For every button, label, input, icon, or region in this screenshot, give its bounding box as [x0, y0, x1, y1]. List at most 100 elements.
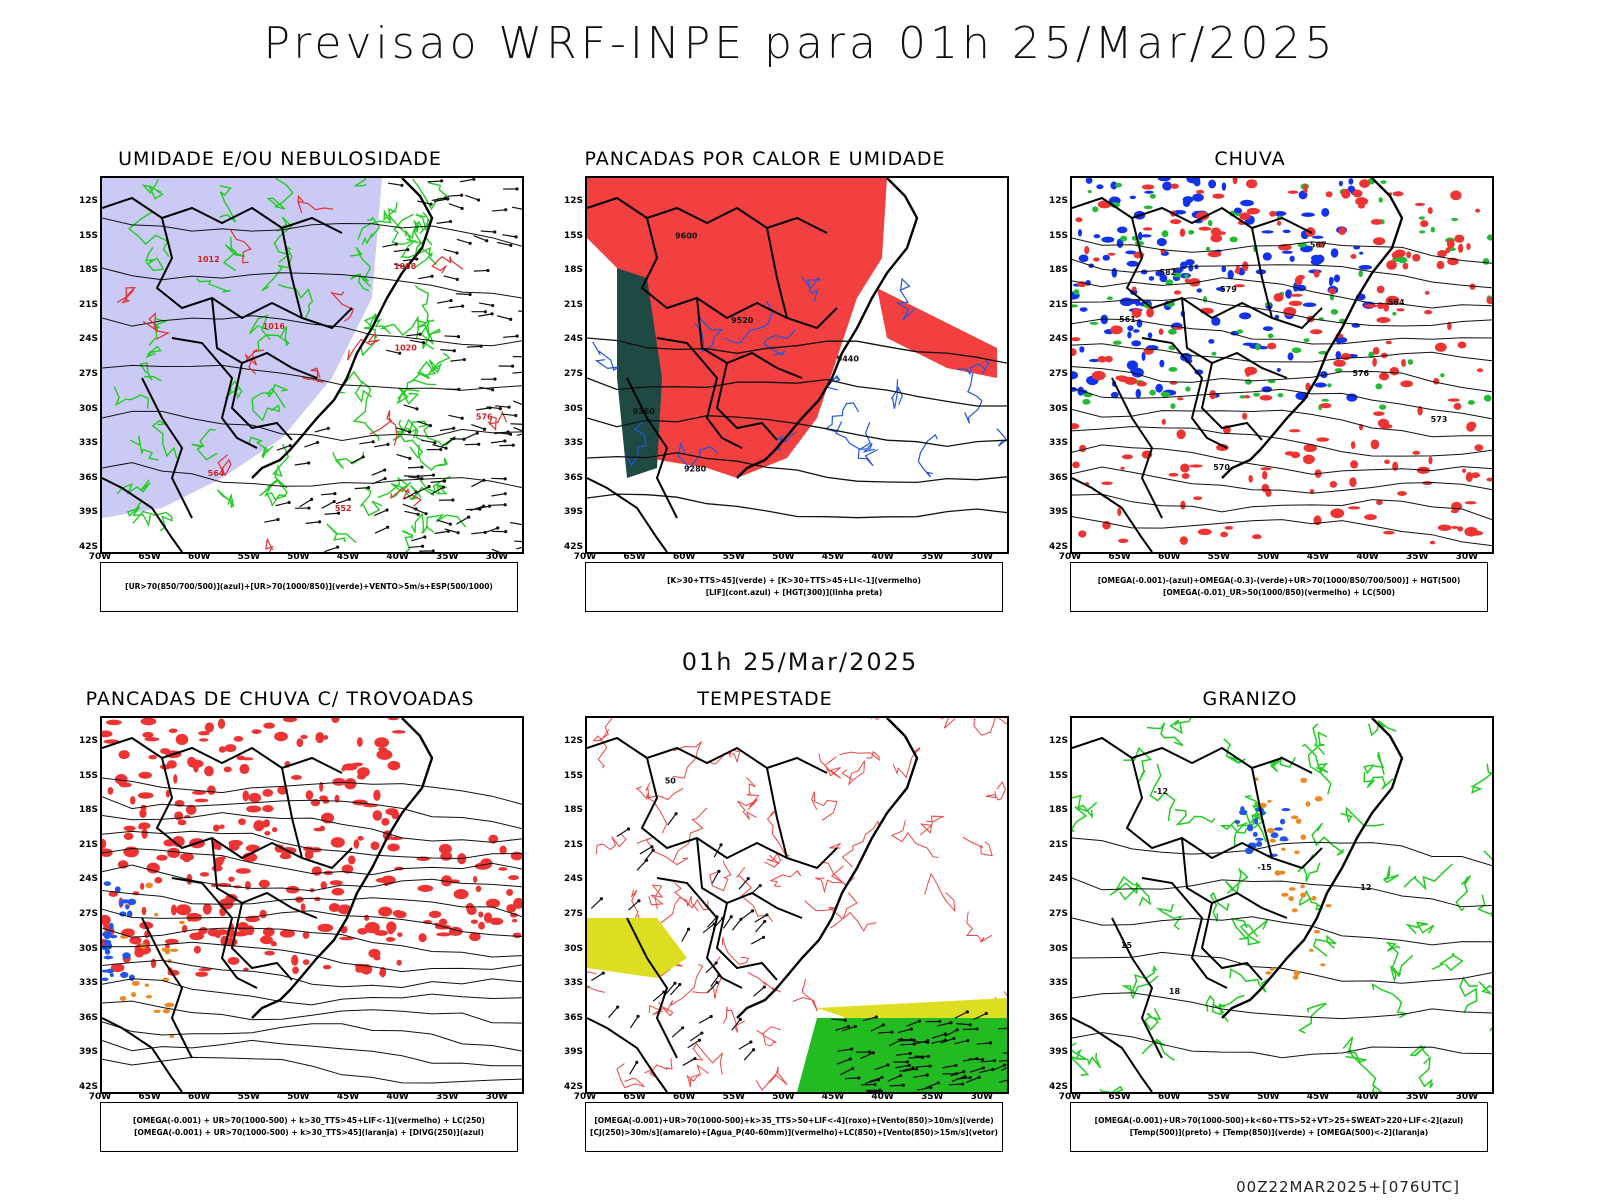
wind-vector: [763, 919, 767, 924]
rain-red: [1161, 418, 1166, 425]
country-border: [587, 477, 668, 552]
lat-tick-label: 30S: [78, 403, 98, 414]
thickness-contour: [431, 256, 464, 274]
precip-water-contour: [737, 799, 758, 820]
rain-red: [1287, 190, 1299, 194]
storm-red: [396, 959, 402, 966]
wind-vector: [731, 1019, 741, 1031]
rain-red: [1417, 405, 1423, 416]
wind-vector: [988, 1041, 993, 1045]
storm-red: [123, 846, 140, 858]
wind-vector: [864, 1079, 879, 1085]
rain-red: [1486, 477, 1492, 482]
storm-red: [137, 792, 154, 799]
storm-red: [239, 763, 250, 775]
omega-green: [1378, 197, 1383, 203]
rain-red: [1093, 257, 1100, 262]
lat-tick-label: 39S: [563, 507, 583, 518]
wind-vector: [439, 427, 454, 432]
wind-vector: [431, 549, 435, 552]
coastline: [1221, 718, 1404, 1019]
precip-water-contour: [769, 870, 802, 887]
wind-vector: [876, 1078, 881, 1082]
wind-vector: [834, 1025, 849, 1031]
streamline: [102, 830, 522, 860]
wind-vector: [452, 426, 456, 430]
panel-pancadas-calor: PANCADAS POR CALOR E UMIDADE 12S 15S 18S 21S…: [515, 148, 1015, 618]
wind-vector: [491, 493, 506, 497]
wind-vector: [906, 1020, 920, 1027]
precip-water-contour: [648, 1004, 674, 1017]
storm-orange: [154, 912, 159, 917]
panel-chuva: CHUVA 12S 15S 18S 21S 24S 27S 30S 33S 36S 39S 42S 70…: [1000, 148, 1500, 618]
rain-red: [1224, 525, 1234, 530]
omega-green: [1418, 230, 1426, 234]
lat-tick-label: 30S: [563, 403, 583, 414]
map-svg: 1012 1016 1020 576 564 552 1008: [102, 178, 522, 552]
wind-vector: [428, 423, 433, 428]
lat-tick-label: 33S: [78, 978, 98, 989]
country-border: [587, 196, 828, 234]
rain-red: [1377, 418, 1390, 428]
omega-blue: [1281, 250, 1293, 254]
wind-vector: [940, 1037, 955, 1044]
storm-red: [167, 847, 181, 858]
rain-red: [1350, 460, 1359, 469]
wind-vector: [418, 332, 422, 336]
panel-legend: [OMEGA(-0.001) + UR>70(1000-500) + k>30_…: [100, 1102, 518, 1152]
omega-blue: [1159, 274, 1168, 283]
lat-tick-label: 21S: [78, 839, 98, 850]
omega-green: [1114, 182, 1123, 188]
contour-label: 567: [1310, 240, 1327, 249]
wind-vector: [503, 503, 507, 507]
wind-vector: [427, 180, 442, 183]
storm-red: [315, 732, 325, 744]
storm-red: [417, 884, 434, 892]
wind-vector: [888, 1039, 902, 1047]
coastline: [251, 178, 434, 479]
legend-line: [UR>70(850/700/500)](azul)+[UR>70(1000/8…: [125, 582, 493, 591]
humidity-contour: [417, 444, 449, 471]
storm-red: [146, 862, 160, 874]
wind-vector: [419, 474, 434, 477]
wind-vector: [639, 846, 653, 855]
wind-vector: [844, 1077, 859, 1080]
lat-tick-label: 36S: [78, 1012, 98, 1023]
wind-vector: [324, 512, 339, 515]
omega-blue: [1347, 185, 1356, 193]
storm-red: [129, 936, 142, 945]
lon-tick-label: 40W: [1356, 552, 1379, 562]
rain-red: [1198, 226, 1212, 231]
omega-blue: [1282, 229, 1291, 234]
precip-water-contour: [708, 749, 741, 765]
storm-orange: [164, 1002, 175, 1008]
omega-orange: [1269, 838, 1276, 843]
wind-vector: [455, 251, 459, 255]
wind-vector: [873, 1082, 877, 1087]
hail-blue: [1270, 832, 1279, 839]
contour-label: 576: [476, 413, 493, 422]
omega-orange: [1300, 892, 1307, 898]
wind-vector: [394, 242, 398, 246]
temp850-contour: [1230, 917, 1269, 940]
lon-tick-label: 30W: [1455, 1092, 1479, 1102]
lifted-index-contour: [835, 421, 875, 453]
divg-blue: [103, 955, 114, 960]
wind-vector: [887, 1075, 901, 1082]
wind-vector: [374, 526, 388, 534]
storm-red: [259, 909, 267, 919]
storm-red: [511, 918, 518, 923]
wind-vector: [482, 427, 487, 431]
wind-vector: [899, 1073, 903, 1078]
wind-vector: [977, 1075, 981, 1079]
storm-red: [469, 932, 481, 942]
lon-tick-label: 40W: [386, 1092, 409, 1102]
omega-blue: [1133, 329, 1140, 333]
omega-blue: [1140, 234, 1152, 238]
storm-red: [123, 825, 136, 832]
wind-vector: [871, 1051, 875, 1055]
lon-tick-label: 30W: [970, 1092, 994, 1102]
storm-red: [509, 912, 518, 918]
lon-tick-label: 55W: [1207, 552, 1231, 562]
lat-tick-label: 30S: [78, 943, 98, 954]
